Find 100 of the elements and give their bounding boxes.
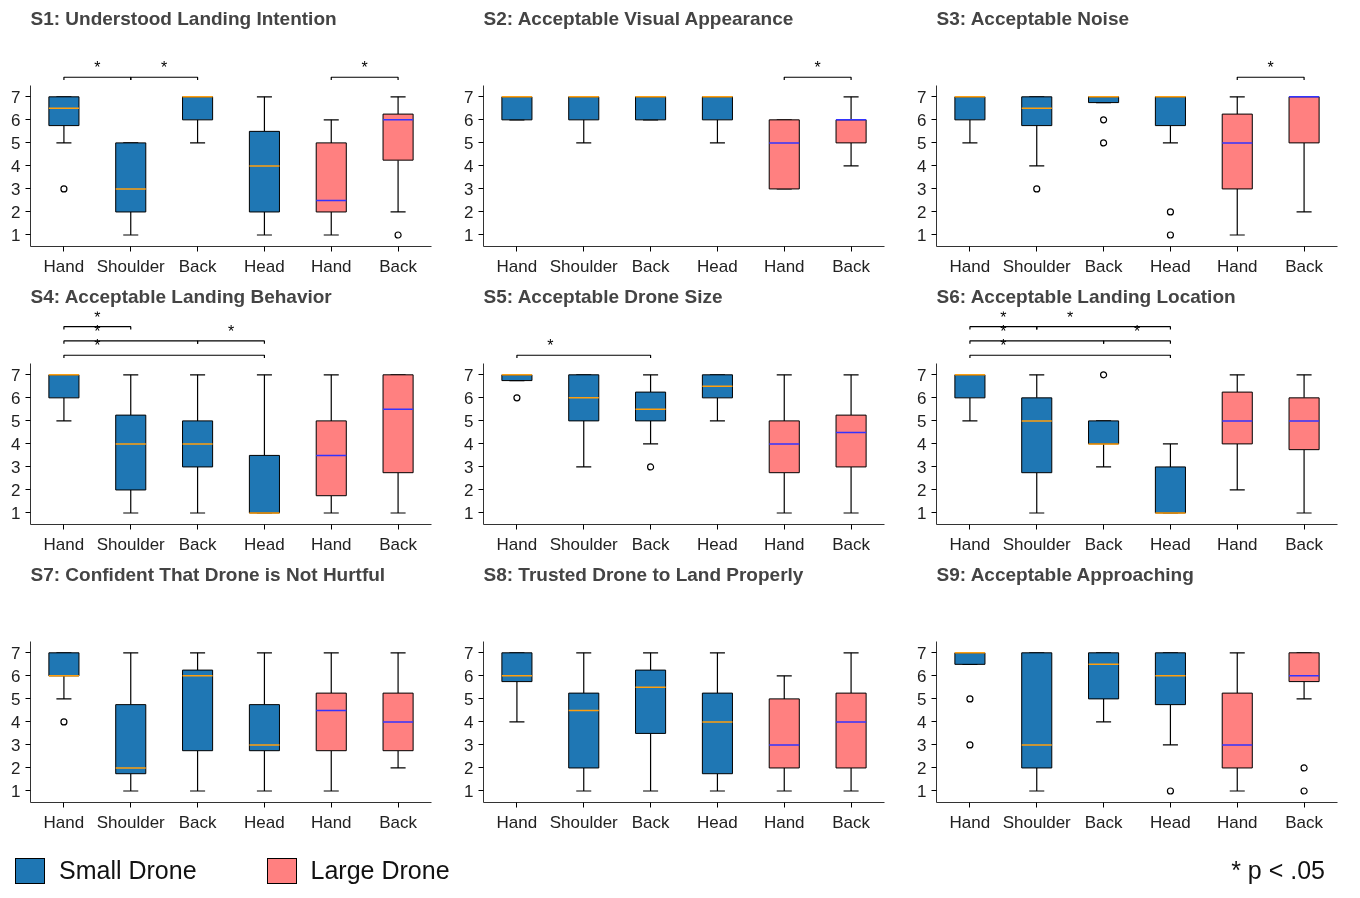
legend-label: Large Drone bbox=[310, 855, 450, 886]
x-tick-label: Hand bbox=[310, 256, 352, 276]
y-tick-label: 6 bbox=[464, 110, 474, 130]
y-tick-label: 7 bbox=[464, 643, 474, 663]
x-tick-label: Shoulder bbox=[549, 812, 619, 832]
x-tick-label: Hand bbox=[43, 534, 85, 554]
y-tick-label: 4 bbox=[917, 434, 927, 454]
y-tick-label: 5 bbox=[917, 133, 927, 153]
y-tick-label: 3 bbox=[917, 179, 927, 199]
y-tick-label: 1 bbox=[11, 781, 21, 801]
x-tick-label: Hand bbox=[763, 812, 805, 832]
text: * bbox=[94, 308, 101, 326]
x-tick-label: Head bbox=[244, 256, 285, 276]
y-tick-label: 3 bbox=[11, 457, 21, 477]
y-tick-label: 4 bbox=[464, 156, 474, 176]
y-tick-label: 5 bbox=[917, 411, 927, 431]
chart-title: S9: Acceptable Approaching bbox=[936, 563, 1194, 585]
y-tick-label: 7 bbox=[464, 87, 474, 107]
y-tick-label: 7 bbox=[917, 365, 927, 385]
x-tick-label: Back bbox=[631, 534, 670, 554]
text: * bbox=[814, 59, 821, 77]
y-tick-label: 4 bbox=[11, 156, 21, 176]
x-tick-label: Hand bbox=[949, 256, 991, 276]
y-tick-label: 2 bbox=[917, 758, 927, 778]
y-tick-label: 1 bbox=[11, 225, 21, 245]
y-tick-label: 3 bbox=[464, 179, 474, 199]
legend-label: Small Drone bbox=[59, 855, 197, 886]
x-tick-label: Head bbox=[697, 256, 738, 276]
x-tick-label: Head bbox=[1150, 256, 1191, 276]
y-tick-label: 2 bbox=[11, 480, 21, 500]
x-tick-label: Hand bbox=[310, 812, 352, 832]
x-tick-label: Hand bbox=[496, 812, 538, 832]
x-tick-label: Shoulder bbox=[549, 534, 619, 554]
x-tick-label: Back bbox=[1285, 256, 1324, 276]
y-tick-label: 6 bbox=[11, 110, 21, 130]
text: * bbox=[227, 323, 235, 341]
y-tick-label: 1 bbox=[917, 225, 927, 245]
y-tick-label: 4 bbox=[917, 712, 927, 732]
x-tick-label: Shoulder bbox=[549, 256, 619, 276]
x-tick-label: Hand bbox=[496, 534, 538, 554]
chart-title: S8: Trusted Drone to Land Properly bbox=[483, 563, 804, 585]
x-tick-label: Back bbox=[379, 812, 418, 832]
y-tick-label: 4 bbox=[464, 434, 474, 454]
y-tick-label: 2 bbox=[11, 758, 21, 778]
y-tick-label: 1 bbox=[464, 503, 474, 523]
text: * bbox=[547, 337, 554, 355]
x-tick-label: Back bbox=[178, 256, 217, 276]
chart-title: S3: Acceptable Noise bbox=[936, 7, 1130, 29]
x-tick-label: Head bbox=[1150, 812, 1191, 832]
text: * bbox=[94, 59, 101, 77]
x-tick-label: Back bbox=[379, 256, 418, 276]
chart-title: S6: Acceptable Landing Location bbox=[936, 285, 1236, 307]
x-tick-label: Head bbox=[244, 812, 285, 832]
y-tick-label: 5 bbox=[11, 133, 21, 153]
y-tick-label: 2 bbox=[917, 480, 927, 500]
x-tick-label: Back bbox=[1084, 256, 1123, 276]
x-tick-label: Back bbox=[631, 256, 670, 276]
x-tick-label: Shoulder bbox=[1002, 534, 1072, 554]
y-tick-label: 4 bbox=[917, 156, 927, 176]
x-tick-label: Hand bbox=[310, 534, 352, 554]
y-tick-label: 3 bbox=[917, 457, 927, 477]
text: * bbox=[1000, 308, 1007, 326]
y-tick-label: 1 bbox=[464, 225, 474, 245]
x-tick-label: Back bbox=[631, 812, 670, 832]
text: * bbox=[1267, 59, 1274, 77]
y-tick-label: 4 bbox=[464, 712, 474, 732]
text: * bbox=[161, 59, 168, 77]
x-tick-label: Hand bbox=[949, 534, 991, 554]
x-tick-label: Head bbox=[244, 534, 285, 554]
y-tick-label: 6 bbox=[464, 388, 474, 408]
y-tick-label: 1 bbox=[917, 781, 927, 801]
y-tick-label: 3 bbox=[11, 179, 21, 199]
y-tick-label: 7 bbox=[11, 365, 21, 385]
x-tick-label: Back bbox=[832, 812, 871, 832]
x-tick-label: Hand bbox=[763, 256, 805, 276]
chart-title: S1: Understood Landing Intention bbox=[30, 7, 337, 29]
x-tick-label: Shoulder bbox=[1002, 256, 1072, 276]
y-tick-label: 6 bbox=[464, 666, 474, 686]
x-tick-label: Back bbox=[1285, 534, 1324, 554]
x-tick-label: Shoulder bbox=[96, 812, 166, 832]
y-tick-label: 6 bbox=[917, 388, 927, 408]
y-tick-label: 7 bbox=[11, 643, 21, 663]
y-tick-label: 3 bbox=[11, 735, 21, 755]
x-tick-label: Back bbox=[832, 534, 871, 554]
text: * bbox=[1067, 308, 1074, 326]
text: * bbox=[1000, 337, 1007, 355]
x-tick-label: Hand bbox=[43, 256, 85, 276]
y-tick-label: 4 bbox=[11, 712, 21, 732]
y-tick-label: 1 bbox=[464, 781, 474, 801]
x-tick-label: Shoulder bbox=[1002, 812, 1072, 832]
x-tick-label: Back bbox=[178, 534, 217, 554]
x-tick-label: Back bbox=[1084, 812, 1123, 832]
y-tick-label: 6 bbox=[917, 666, 927, 686]
y-tick-label: 5 bbox=[917, 689, 927, 709]
y-tick-label: 7 bbox=[11, 87, 21, 107]
x-tick-label: Hand bbox=[1216, 812, 1258, 832]
x-tick-label: Hand bbox=[763, 534, 805, 554]
y-tick-label: 6 bbox=[11, 666, 21, 686]
y-tick-label: 5 bbox=[11, 411, 21, 431]
chart-title: S7: Confident That Drone is Not Hurtful bbox=[30, 563, 386, 585]
